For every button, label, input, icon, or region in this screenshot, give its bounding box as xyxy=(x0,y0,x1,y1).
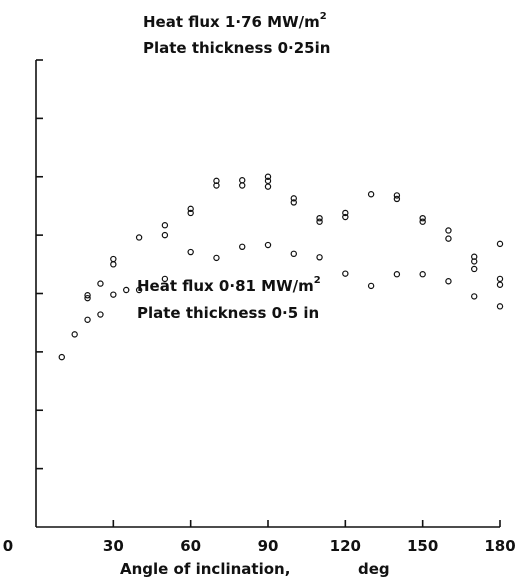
x-tick-label-3: 90 xyxy=(258,537,279,555)
data-point-s0-1 xyxy=(84,294,91,302)
data-point-s0-16 xyxy=(264,183,272,190)
data-point-s0-32 xyxy=(471,265,478,273)
data-point-s0-28 xyxy=(445,227,452,234)
data-point-s1-10 xyxy=(239,243,246,250)
data-point-s0-14 xyxy=(264,173,272,180)
data-point-s1-16 xyxy=(393,271,401,278)
data-point-s0-5 xyxy=(135,234,143,241)
data-point-s0-19 xyxy=(316,214,323,222)
x-axis-unit: deg xyxy=(358,560,390,578)
data-point-s1-6 xyxy=(135,286,143,294)
data-point-s0-27 xyxy=(419,218,426,225)
annotation-upper: Heat flux 1·76 MW/m2 Plate thickness 0·2… xyxy=(143,11,330,57)
x-tick-label-6: 180 xyxy=(484,537,515,555)
y-ticks xyxy=(36,59,43,470)
data-point-s1-2 xyxy=(84,316,91,323)
data-point-s0-18 xyxy=(290,199,297,206)
data-point-s1-7 xyxy=(161,275,169,283)
data-point-s0-31 xyxy=(471,258,478,265)
data-point-s1-3 xyxy=(97,311,104,318)
data-point-s1-20 xyxy=(496,303,504,310)
x-ticks: 0 30 60 90 120 150 180 xyxy=(3,520,515,555)
data-point-s0-11 xyxy=(213,182,220,189)
data-point-s1-12 xyxy=(290,250,297,258)
x-axis-label: Angle of inclination, xyxy=(120,560,290,578)
data-point-s0-24 xyxy=(393,192,401,199)
x-tick-label-5: 150 xyxy=(407,537,438,555)
data-point-s1-4 xyxy=(110,291,117,298)
data-point-s0-23 xyxy=(367,191,375,198)
data-point-s0-7 xyxy=(161,231,169,239)
data-point-s1-11 xyxy=(264,241,272,249)
x-tick-label-1: 30 xyxy=(103,537,124,555)
data-point-s0-12 xyxy=(239,177,246,184)
data-point-s0-13 xyxy=(239,182,246,189)
data-point-s0-34 xyxy=(496,275,504,283)
data-point-s0-22 xyxy=(342,213,349,221)
data-point-s0-4 xyxy=(110,261,117,268)
data-point-s0-0 xyxy=(84,292,91,299)
data-point-s0-8 xyxy=(187,205,194,213)
data-point-s0-9 xyxy=(187,209,194,217)
data-point-s1-9 xyxy=(213,254,220,262)
data-point-s0-2 xyxy=(97,280,104,287)
data-point-s1-15 xyxy=(367,282,375,290)
data-point-s0-35 xyxy=(496,281,504,288)
x-axis-title: Angle of inclination, deg xyxy=(120,560,390,578)
data-point-s0-15 xyxy=(264,177,272,185)
data-point-s1-18 xyxy=(445,278,452,285)
data-point-s0-26 xyxy=(419,214,426,222)
data-point-s0-25 xyxy=(393,195,401,203)
data-point-s1-17 xyxy=(419,271,426,278)
data-point-s0-21 xyxy=(342,209,349,217)
x-tick-label-0: 0 xyxy=(3,537,13,555)
data-point-s1-5 xyxy=(123,286,130,294)
series-upper xyxy=(84,173,504,302)
data-point-s0-3 xyxy=(110,255,117,263)
data-point-s0-6 xyxy=(161,222,169,229)
x-tick-label-4: 120 xyxy=(330,537,361,555)
data-point-s1-13 xyxy=(316,254,323,261)
annotation-upper-line2: Plate thickness 0·25in xyxy=(143,39,330,57)
axes: 0 30 60 90 120 150 180 xyxy=(3,59,515,555)
data-point-s1-19 xyxy=(471,293,478,300)
data-point-s0-33 xyxy=(496,240,504,248)
data-point-s0-17 xyxy=(290,195,297,202)
data-point-s1-8 xyxy=(187,248,194,256)
annotation-lower-line2: Plate thickness 0·5 in xyxy=(137,304,319,322)
data-point-s1-1 xyxy=(71,331,78,338)
data-point-s0-29 xyxy=(445,235,452,242)
data-point-s1-14 xyxy=(342,270,349,277)
data-point-s1-0 xyxy=(58,353,65,361)
annotation-upper-line1: Heat flux 1·76 MW/m2 xyxy=(143,11,327,31)
annotation-lower: Heat flux 0·81 MW/m2 Plate thickness 0·5… xyxy=(137,275,321,322)
x-tick-label-2: 60 xyxy=(180,537,201,555)
data-point-s0-20 xyxy=(316,218,323,225)
series-lower xyxy=(58,241,504,361)
annotation-lower-line1: Heat flux 0·81 MW/m2 xyxy=(137,275,321,295)
